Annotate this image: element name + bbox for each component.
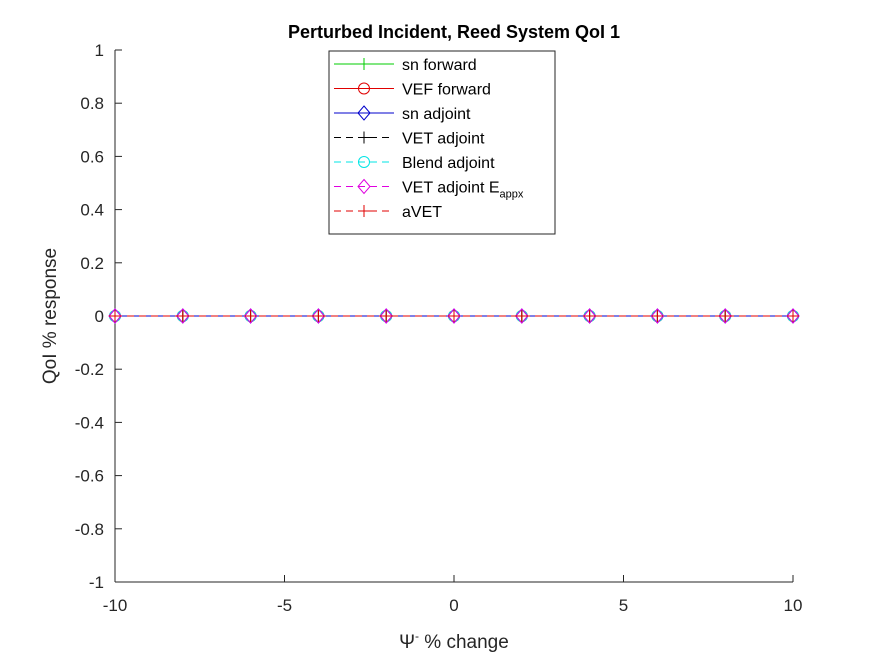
data-point [515, 308, 529, 324]
x-tick-label: -5 [277, 596, 292, 615]
y-tick-label: 0.2 [80, 254, 104, 273]
y-axis-label: QoI % response [40, 248, 61, 384]
series-6 [109, 310, 799, 322]
legend-marker [358, 82, 370, 95]
x-tick-label: -10 [103, 596, 128, 615]
legend-label: sn adjoint [402, 106, 471, 123]
legend: sn forward VEF forward sn adjoint VET adjoi… [328, 50, 556, 235]
y-ticks: -1 -0.8 -0.6 -0.4 -0.2 0 0.2 0.4 0.6 0.8 1 [75, 41, 122, 592]
legend-entry: aVET [334, 204, 442, 221]
y-tick-label: -0.2 [75, 360, 104, 379]
data-point [787, 310, 799, 322]
data-point [380, 310, 393, 322]
x-ticks: -10 -5 0 5 10 [103, 575, 803, 615]
data-point [108, 308, 122, 324]
data-point [718, 308, 732, 324]
legend-label: VEF forward [402, 82, 491, 99]
legend-entry: Blend adjoint [334, 155, 495, 172]
data-point [448, 310, 460, 322]
x-tick-label: 10 [784, 596, 803, 615]
legend-label: Blend adjoint [402, 155, 495, 172]
data-point [311, 308, 326, 324]
y-tick-label: 0.6 [80, 147, 104, 166]
data-point [650, 308, 665, 324]
legend-entry: sn forward [334, 57, 477, 74]
legend-box [328, 50, 556, 235]
y-tick-label: 1 [95, 41, 104, 60]
legend-label: VET adjoint Eappx [402, 180, 524, 201]
legend-label-text: VET adjoint E [402, 180, 500, 197]
data-point [583, 310, 596, 322]
chart-title: Perturbed Incident, Reed System QoI 1 [288, 22, 620, 42]
legend-label: sn forward [402, 57, 477, 74]
x-tick-label: 0 [449, 596, 458, 615]
legend-marker [358, 156, 370, 168]
x-axis-label-text: % change [419, 632, 509, 653]
x-axis-label-superscript: - [415, 629, 419, 643]
data-point [786, 308, 800, 324]
legend-marker [357, 178, 371, 195]
legend-entry: sn adjoint [334, 105, 471, 123]
data-point [582, 308, 597, 324]
y-tick-label: 0.4 [80, 201, 104, 220]
series-layer [108, 308, 800, 324]
data-point [379, 308, 393, 324]
legend-marker [357, 105, 371, 121]
legend-entry: VET adjoint Eappx [334, 178, 524, 201]
data-point [176, 308, 190, 324]
legend-marker [358, 131, 370, 144]
legend-label-subscript: appx [500, 189, 524, 201]
legend-label-text: VEF forward [402, 82, 491, 99]
legend-label-text: aVET [402, 204, 442, 221]
y-tick-label: -0.4 [75, 413, 104, 432]
data-point [447, 308, 461, 324]
legend-label: VET adjoint [402, 131, 485, 148]
legend-marker [358, 205, 370, 217]
data-point [312, 310, 325, 322]
legend-entry: VEF forward [334, 82, 491, 99]
legend-label: aVET [402, 204, 442, 221]
data-point [109, 310, 121, 322]
y-tick-label: -1 [89, 573, 104, 592]
x-tick-label: 5 [619, 596, 628, 615]
data-point [515, 310, 528, 322]
y-tick-label: 0.8 [80, 94, 104, 113]
data-point [244, 310, 257, 322]
data-point [243, 308, 258, 324]
legend-label-text: VET adjoint [402, 131, 485, 148]
data-point [651, 310, 664, 322]
legend-entry: VET adjoint [334, 131, 485, 148]
y-tick-label: 0 [95, 307, 104, 326]
y-tick-label: -0.6 [75, 467, 104, 486]
data-point [719, 310, 732, 322]
legend-label-text: sn forward [402, 57, 477, 74]
data-point [176, 310, 189, 322]
legend-label-text: sn adjoint [402, 106, 471, 123]
x-axis-label-symbol: Ψ [399, 632, 415, 653]
y-tick-label: -0.8 [75, 520, 104, 539]
x-axis-label: Ψ- % change [399, 629, 509, 653]
legend-marker [358, 58, 370, 70]
legend-label-text: Blend adjoint [402, 155, 495, 172]
